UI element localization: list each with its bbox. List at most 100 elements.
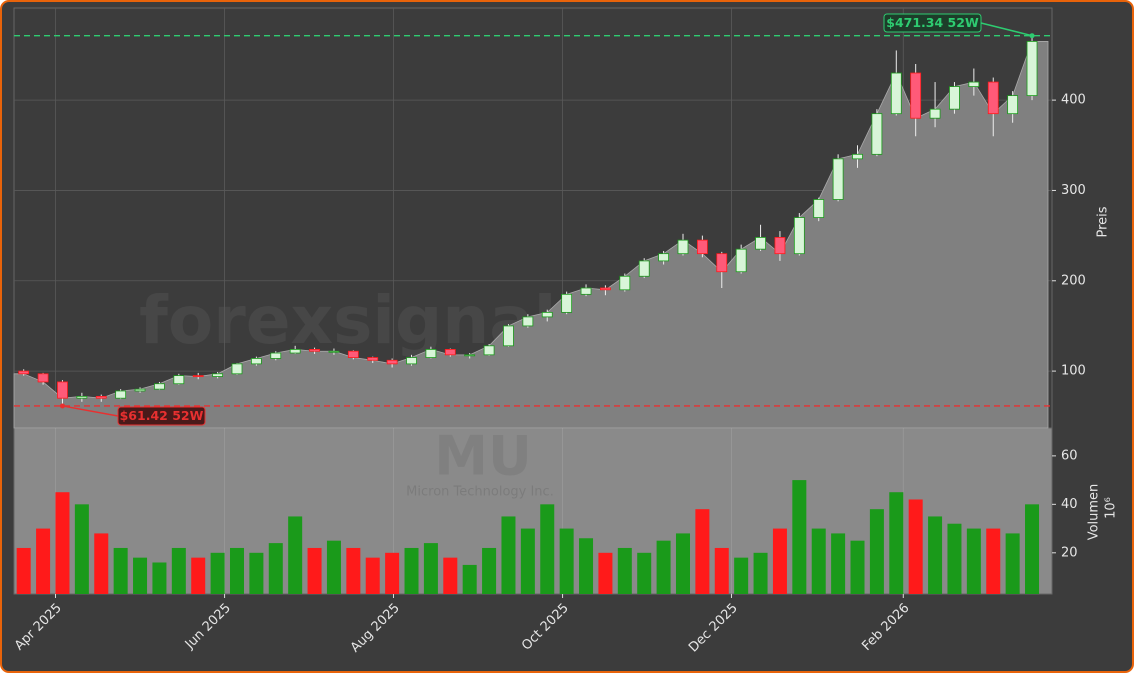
candle-body [968,81,980,87]
candle-body [386,359,398,365]
candle-body [444,349,456,356]
candle-body [367,357,379,361]
volume-bar [695,509,710,594]
candle-body [987,81,999,115]
candle-body [483,345,495,356]
y-tick-label: 400 [1061,93,1086,108]
candle-body [1007,95,1019,115]
candle-body [580,287,592,295]
annotation-box [117,406,206,426]
candle-body [95,395,107,399]
volume-bar [637,552,652,594]
candle-body [57,381,68,399]
volume-bar [133,557,148,594]
candle-body [328,350,340,353]
volume-bar [229,547,244,594]
y-tick-label: 20 [1061,545,1078,560]
y-tick-label: 300 [1061,183,1086,198]
candle-body [115,390,127,399]
annotation-arrow [62,405,119,417]
y-tick-label: 60 [1061,448,1078,463]
volume-bar [850,540,865,594]
candle-body [871,113,883,155]
volume-bar [94,533,109,594]
candle-body [192,375,204,378]
volume-bar [326,540,341,594]
watermark-company: Micron Technology Inc. [406,485,554,500]
candle-body [270,352,282,359]
candle-body [561,293,573,313]
candle-body [134,388,146,392]
volume-bar [16,547,31,594]
volume-bar [307,547,322,594]
volume-bar [559,528,574,594]
candle-body [541,311,553,318]
volume-axis-label: Volumen [1087,484,1102,541]
candle-body [76,395,88,399]
candle-body [212,373,224,377]
volume-bar [520,528,535,594]
candle-body [696,239,708,255]
volume-bar [443,557,458,594]
volume-bar [113,547,128,594]
volume-bar [423,543,438,594]
volume-bar [36,528,51,594]
volume-bar [869,509,884,594]
volume-bar [831,533,846,594]
candle-body [774,237,786,255]
volume-bar [288,516,303,594]
volume-bar [714,547,729,594]
volume-bar [268,543,283,594]
annotation-box [883,13,982,33]
candle-body [154,383,165,390]
volume-bar [482,547,497,594]
watermark-symbol: MU [434,425,532,488]
volume-bar [889,492,904,594]
volume-bar [753,552,768,594]
volume-bar [501,516,516,594]
y-tick-label: 100 [1061,364,1086,379]
volume-bar [986,528,1001,594]
candle-body [638,260,650,277]
candle-body [347,350,359,358]
volume-bar [579,538,594,594]
volume-bar [617,547,632,594]
volume-bar [792,480,807,594]
volume-bar [908,499,923,594]
candle-body [658,253,669,262]
volume-bar [656,540,671,594]
volume-bar [346,547,361,594]
candle-body [464,354,476,357]
candle-body [949,86,960,110]
y-tick-label: 40 [1061,497,1078,512]
volume-bar [210,552,225,594]
volume-bar [55,492,70,594]
candle-body [522,316,534,327]
volume-bar [811,528,826,594]
y-tick-label: 200 [1061,273,1086,288]
volume-bar [152,562,167,594]
candle-body [406,357,417,365]
candle-body [832,158,844,200]
extreme-point [1029,33,1035,39]
volume-bar [772,528,787,594]
candle-body [890,72,902,115]
annotation-label: $471.34 52W [886,15,979,30]
volume-bar [598,552,613,594]
volume-bar [385,552,400,594]
candle-body [677,239,689,255]
candle-body [813,199,825,218]
volume-bar [249,552,264,594]
volume-bar [74,504,89,594]
volume-bar [540,504,555,594]
extreme-point [59,403,65,409]
candle-body [600,287,611,291]
candle-body [929,108,941,119]
candle-body [18,370,30,375]
volume-bar [404,547,419,594]
candle-body [793,217,805,255]
volume-bar [928,516,943,594]
candle-body [309,349,320,352]
annotation-label: $61.42 52W [120,408,204,423]
volume-bar [734,557,749,594]
